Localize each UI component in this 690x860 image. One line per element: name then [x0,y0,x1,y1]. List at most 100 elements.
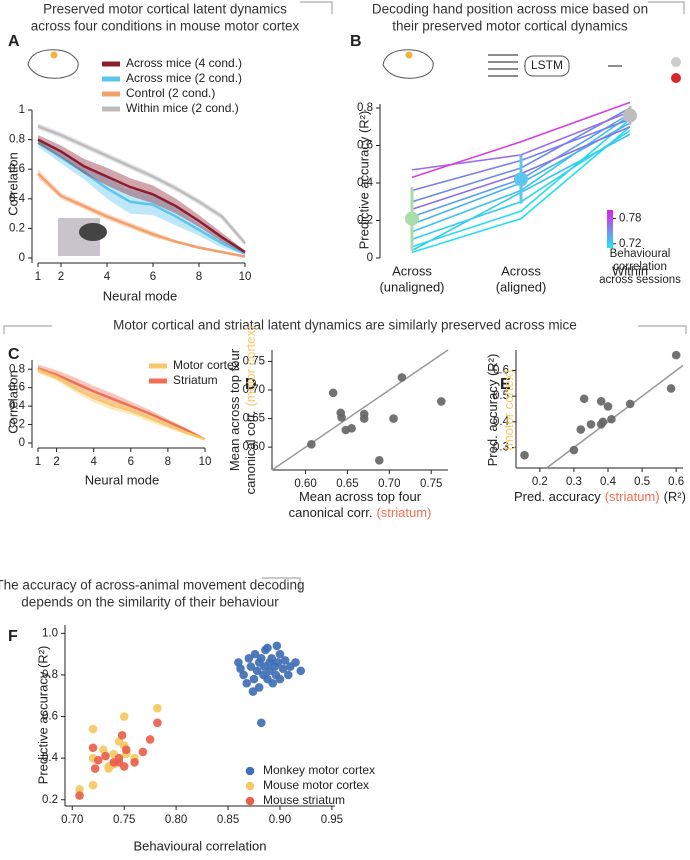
point [273,658,283,667]
label-part: (R²) [664,489,686,504]
point [88,724,98,734]
point [248,687,258,696]
line [37,367,206,441]
point [596,397,606,406]
y-tick-label: 0.2 [42,794,58,806]
point [101,751,110,761]
x-tick-note: (unaligned) [379,279,444,294]
y-tick-label: 0.6 [357,140,373,152]
point [283,670,293,680]
point [93,755,103,765]
mean-point [405,211,419,226]
x-tick-label: 4 [104,271,111,283]
point [625,399,635,409]
label-part: Mean across top four [227,348,242,471]
point [272,641,282,651]
point [520,450,529,460]
y-tick-label: 0 [367,252,373,264]
mouse-icon [79,223,107,241]
panel-letter: C [8,346,20,363]
axis-label: Predictive accuracy (R²) [356,111,371,250]
point [119,712,129,721]
axis-label: Neural mode [85,472,159,487]
x-tick-label: 6 [150,271,156,283]
axis-label: Pred. accuracy (striatum) (R²) [514,489,686,504]
line [411,101,631,179]
point [75,791,84,800]
y-tick-label: 0.6 [42,711,58,723]
point [114,753,124,763]
point [263,643,272,653]
section-title: across four conditions in mouse motor co… [31,19,300,34]
point [153,718,162,728]
legend-label: Mouse striatum [263,793,345,807]
point [569,445,579,455]
label-part: canonical corr. [289,505,373,520]
point [397,373,407,382]
x-tick-label: 1 [35,456,41,468]
point [268,678,277,688]
x-tick-label: 0.4 [600,476,617,488]
point [347,423,356,433]
point [436,397,446,406]
bracket [3,325,687,334]
panel-letter: E [500,376,511,393]
brain-region [50,51,58,59]
label-part: canonical corr. [243,411,258,495]
colorbar-tick-label: 0.72 [619,238,641,250]
brain-icon [382,49,434,79]
bracket [262,577,301,592]
identity-line [271,349,449,471]
x-tick-label: 4 [90,456,97,468]
y-tick-label: 0.8 [42,669,58,681]
point [267,653,276,663]
legend-swatch [245,766,255,776]
point [328,388,338,398]
axis-label: Mean across top four [299,489,422,504]
point [117,730,127,740]
panel-letter: A [8,33,20,50]
y-tick-label: 0.70 [243,384,265,396]
icons [27,49,681,256]
point [145,735,155,744]
point [256,718,266,728]
y-tick-label: 0.2 [357,215,373,227]
x-tick-label: 0.85 [217,814,239,826]
label-part: (striatum) [376,505,431,520]
x-tick-label: 10 [239,271,252,283]
lstm-label: LSTM [531,58,563,72]
axis-label: Predictive accuracy (R²) [35,646,50,785]
x-tick-label: 0.70 [61,814,83,826]
axis-label: (motor cortex) [501,370,516,451]
y-tick-label: 1 [19,104,25,116]
label-part: Mean across top four [299,489,422,504]
x-tick-label: 2 [53,456,59,468]
y-tick-label: 0.5 [493,390,509,402]
axis-label: Pred. accuracy (R²) [485,354,500,467]
point [598,417,608,427]
point [250,649,260,659]
y-tick-label: 0 [19,437,25,449]
legend-label: Mouse motor cortex [263,778,369,792]
section-title: depends on the similarity of their behav… [21,595,279,610]
mean-point [623,108,637,123]
point [88,743,98,753]
x-tick-label: 0.95 [321,814,343,826]
label-part: Pred. accuracy (R²) [485,354,500,467]
label-part: Pred. accuracy [514,489,601,504]
line [37,368,206,441]
section-title: Preserved motor cortical latent dynamics [43,2,287,17]
line [37,138,246,254]
y-tick-label: 0.65 [243,413,265,425]
point [671,350,681,360]
error-band [38,367,205,441]
target-icon [671,73,681,83]
y-tick-label: 0.4 [493,416,510,428]
y-tick-label: 0.60 [243,441,265,453]
point [90,764,100,773]
y-tick-label: 0.4 [42,752,59,764]
x-tick-label: 0.60 [294,478,316,490]
point [249,674,259,684]
colorbar-label: across sessions [599,274,681,286]
